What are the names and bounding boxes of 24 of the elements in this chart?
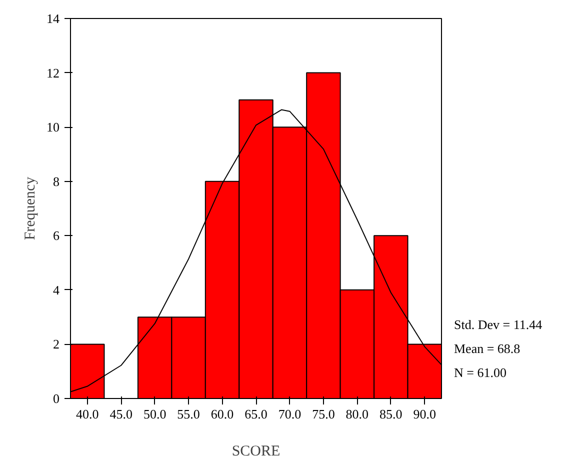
y-tick-label: 8 bbox=[53, 174, 60, 189]
x-tick-label: 65.0 bbox=[244, 406, 268, 422]
x-tick-label: 75.0 bbox=[312, 406, 335, 422]
y-tick-label: 10 bbox=[46, 120, 60, 135]
y-tick-label: 6 bbox=[53, 228, 60, 244]
x-axis-title: SCORE bbox=[232, 444, 280, 460]
x-tick-label: 80.0 bbox=[346, 406, 369, 422]
y-axis-title: Frequency bbox=[22, 176, 38, 240]
text: Std. Dev = 11.44 bbox=[454, 316, 542, 334]
text: Mean = 68.8 bbox=[454, 340, 522, 358]
y-tick-label: 4 bbox=[53, 282, 60, 298]
x-tick-label: 90.0 bbox=[413, 406, 436, 422]
x-tick-label: 85.0 bbox=[380, 406, 402, 422]
y-tick-label: 14 bbox=[46, 11, 60, 26]
x-tick-label: 45.0 bbox=[110, 406, 132, 422]
y-tick-label: 12 bbox=[46, 65, 60, 80]
y-tick-label: 0 bbox=[53, 391, 60, 406]
text: N = 61.00 bbox=[454, 364, 508, 382]
x-tick-label: 40.0 bbox=[76, 406, 99, 422]
x-tick-label: 60.0 bbox=[210, 406, 234, 422]
x-tick-label: 70.0 bbox=[278, 406, 302, 422]
x-tick-label: 55.0 bbox=[177, 406, 200, 422]
y-tick-label: 2 bbox=[53, 336, 60, 352]
x-tick-label: 50.0 bbox=[143, 406, 166, 422]
